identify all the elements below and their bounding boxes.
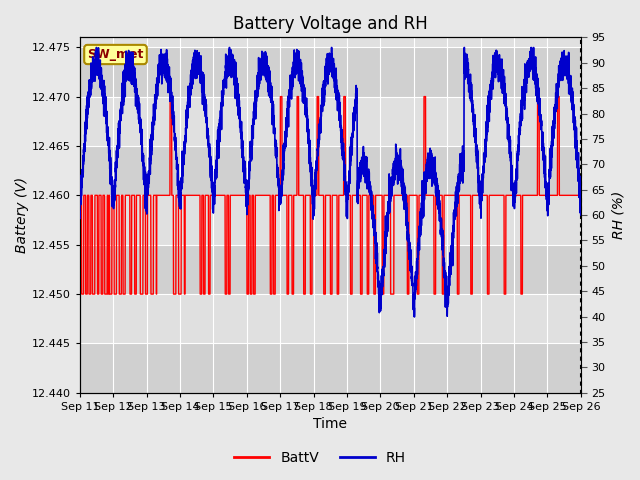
Title: Battery Voltage and RH: Battery Voltage and RH (233, 15, 428, 33)
Y-axis label: Battery (V): Battery (V) (15, 177, 29, 253)
Legend: BattV, RH: BattV, RH (229, 445, 411, 471)
Text: SW_met: SW_met (87, 48, 144, 61)
Bar (80, 146, 581, 195)
Y-axis label: RH (%): RH (%) (611, 191, 625, 239)
Bar (80, 245, 581, 294)
Bar (80, 47, 581, 96)
Bar (80, 344, 581, 393)
X-axis label: Time: Time (314, 418, 348, 432)
